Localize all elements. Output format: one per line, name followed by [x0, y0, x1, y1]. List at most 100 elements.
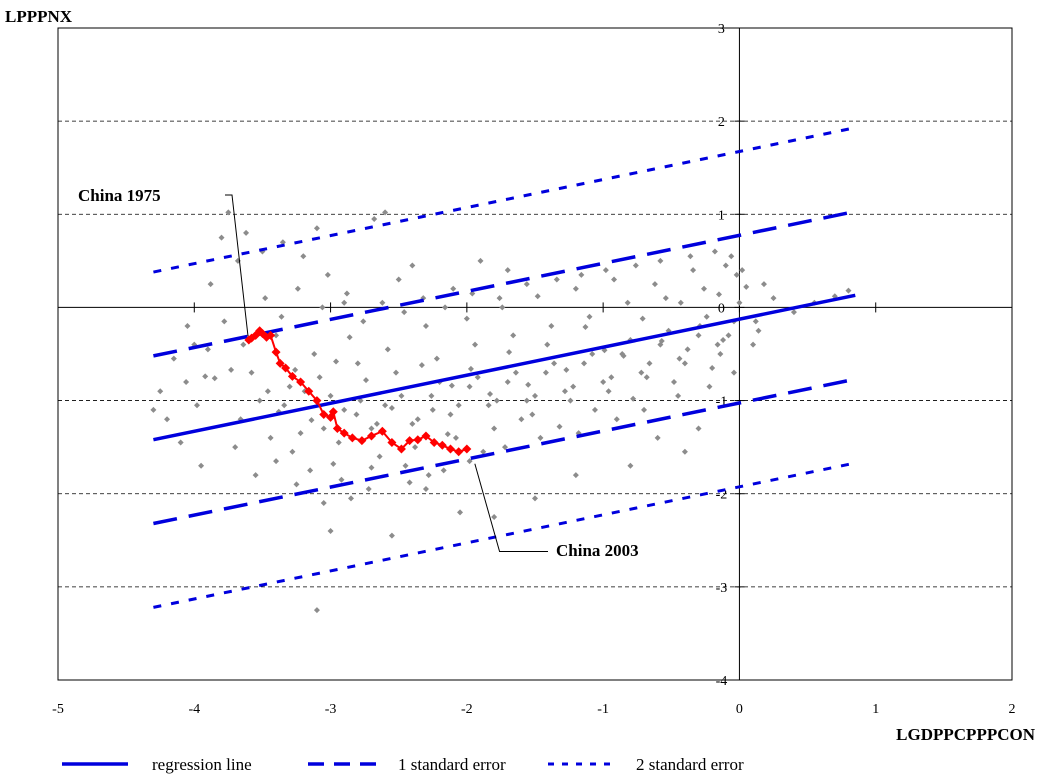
x-tick-label: 1 [872, 702, 879, 717]
data-point [502, 444, 509, 451]
data-point [730, 369, 737, 376]
data-point [346, 334, 353, 341]
data-point [382, 209, 389, 216]
data-point [586, 313, 593, 320]
data-point [646, 360, 653, 367]
data-point [681, 360, 688, 367]
china-point [377, 426, 387, 436]
data-point [183, 378, 190, 385]
data-point [363, 377, 370, 384]
axes [57, 27, 1013, 681]
data-point [264, 388, 271, 395]
data-point [619, 351, 626, 357]
data-point [523, 281, 530, 288]
data-point [278, 313, 285, 320]
data-point [418, 362, 425, 369]
data-point [641, 406, 648, 413]
x-tick-label: 2 [1009, 702, 1016, 717]
china-point [332, 424, 342, 434]
data-point [412, 444, 419, 451]
regression-band-lines [153, 126, 856, 609]
data-point [572, 285, 579, 292]
plot-frame [57, 27, 1013, 681]
annotation-china-2003: China 2003 [556, 541, 639, 560]
data-point [292, 366, 299, 373]
data-point [639, 315, 646, 322]
data-point [450, 285, 457, 292]
data-point [709, 364, 716, 371]
data-point [703, 313, 710, 320]
data-point [414, 416, 421, 423]
data-point [447, 411, 454, 418]
china-path [248, 329, 468, 453]
data-point [368, 425, 375, 432]
data-point [491, 514, 498, 520]
data-point [177, 439, 184, 446]
data-point [338, 476, 345, 483]
data-point [651, 281, 658, 288]
china-point [357, 436, 367, 446]
data-point [442, 304, 449, 311]
data-point [518, 416, 525, 423]
y-tick-label: -1 [716, 395, 728, 410]
china-point [247, 333, 257, 343]
annotation-china-1975: China 1975 [78, 186, 161, 205]
data-point [373, 420, 380, 427]
china-point [396, 444, 406, 454]
data-point [675, 392, 682, 399]
data-point [506, 349, 513, 356]
data-point [211, 375, 218, 382]
data-point [589, 351, 596, 357]
data-point [376, 453, 383, 460]
china-point [328, 407, 338, 417]
legend-label-2se: 2 standard error [636, 755, 744, 774]
data-point [463, 315, 470, 322]
china-point [413, 435, 423, 445]
data-point [327, 392, 334, 399]
data-point [643, 374, 650, 381]
data-point [613, 416, 620, 423]
data-point [353, 411, 360, 418]
data-point [684, 346, 691, 353]
data-point [611, 276, 618, 283]
data-point [194, 402, 201, 409]
two-se-line [153, 461, 856, 609]
data-point [300, 253, 307, 260]
data-point [542, 369, 549, 376]
one-se-line [153, 377, 856, 526]
data-point [452, 434, 459, 441]
data-point [354, 360, 361, 367]
data-point [444, 431, 451, 438]
china-point [347, 433, 357, 443]
data-point [428, 392, 435, 399]
china-point [446, 444, 456, 454]
china-point [437, 440, 447, 450]
y-tick-label: -4 [716, 674, 728, 689]
data-point [455, 402, 462, 409]
data-point [671, 378, 678, 385]
data-point [480, 448, 487, 455]
data-point [567, 397, 574, 404]
data-point [440, 467, 447, 474]
data-point [202, 373, 209, 380]
data-point [294, 285, 301, 292]
data-point [429, 406, 436, 413]
data-point [433, 355, 440, 362]
data-point [563, 366, 570, 373]
data-point [681, 448, 688, 455]
x-tick-label: -3 [325, 702, 337, 717]
data-point [395, 276, 402, 283]
x-tick-label: -2 [461, 702, 473, 717]
data-point [157, 388, 164, 395]
data-point [371, 215, 378, 222]
data-point [319, 304, 326, 311]
china-point [296, 377, 306, 387]
data-point [561, 388, 568, 395]
data-point [425, 472, 432, 479]
legend-label-1se: 1 standard error [398, 755, 506, 774]
china-point [462, 444, 472, 454]
data-point [739, 267, 746, 274]
data-point [638, 369, 645, 376]
legend: regression line 1 standard error 2 stand… [62, 755, 744, 774]
x-axis-label: LGDPPCPPPCON [896, 725, 1036, 744]
